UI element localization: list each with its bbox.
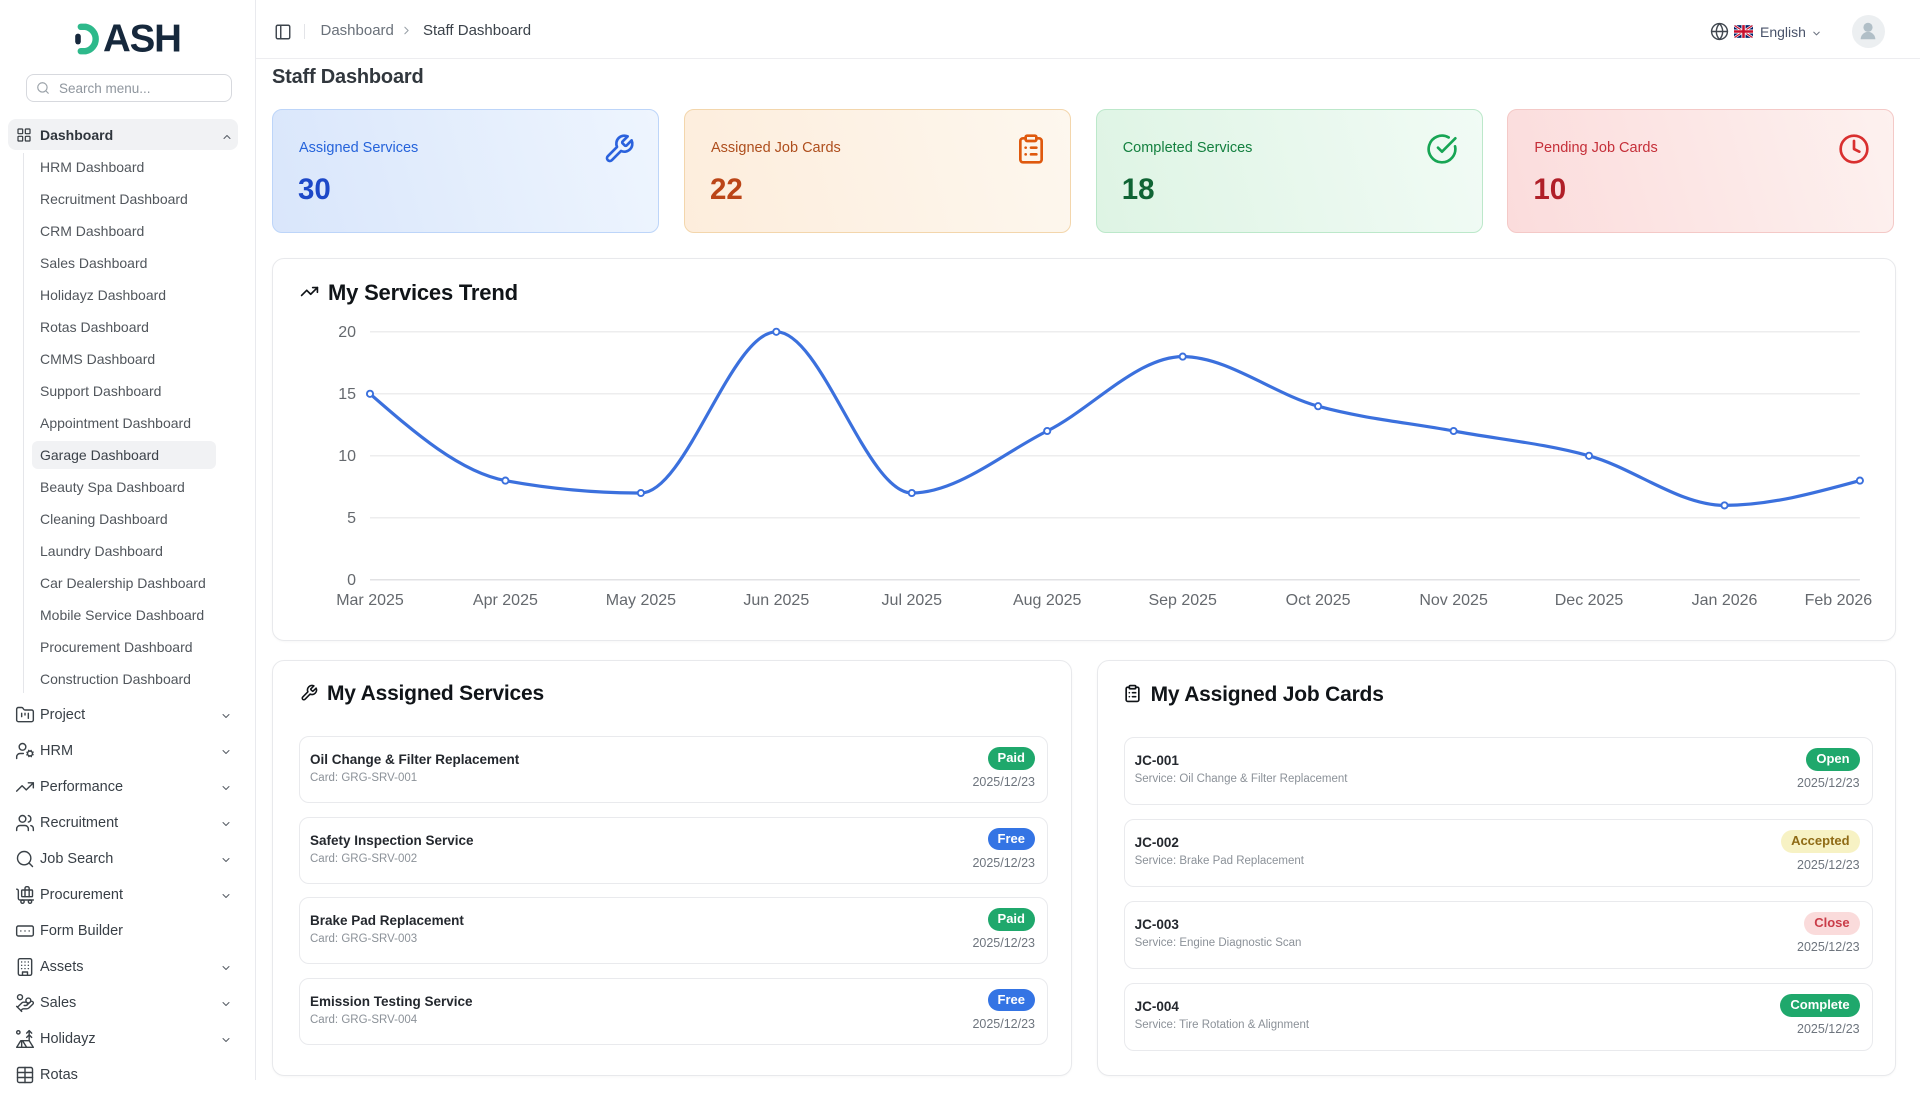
svg-text:Dec 2025: Dec 2025 (1555, 592, 1624, 609)
svg-text:Feb 2026: Feb 2026 (1805, 592, 1873, 609)
svg-text:0: 0 (347, 572, 356, 589)
svg-text:Jul 2025: Jul 2025 (882, 592, 943, 609)
svg-text:Oct 2025: Oct 2025 (1286, 592, 1351, 609)
svg-text:Jan 2026: Jan 2026 (1692, 592, 1758, 609)
svg-text:20: 20 (338, 324, 356, 341)
svg-text:Aug 2025: Aug 2025 (1013, 592, 1082, 609)
svg-text:15: 15 (338, 386, 356, 403)
svg-text:May 2025: May 2025 (606, 592, 676, 609)
svg-text:Apr 2025: Apr 2025 (473, 592, 538, 609)
svg-text:Mar 2025: Mar 2025 (336, 592, 404, 609)
svg-text:5: 5 (347, 510, 356, 527)
svg-text:Sep 2025: Sep 2025 (1148, 592, 1217, 609)
svg-text:ASH: ASH (103, 22, 181, 57)
svg-text:Nov 2025: Nov 2025 (1419, 592, 1488, 609)
svg-text:10: 10 (338, 448, 356, 465)
svg-text:Jun 2025: Jun 2025 (743, 592, 809, 609)
